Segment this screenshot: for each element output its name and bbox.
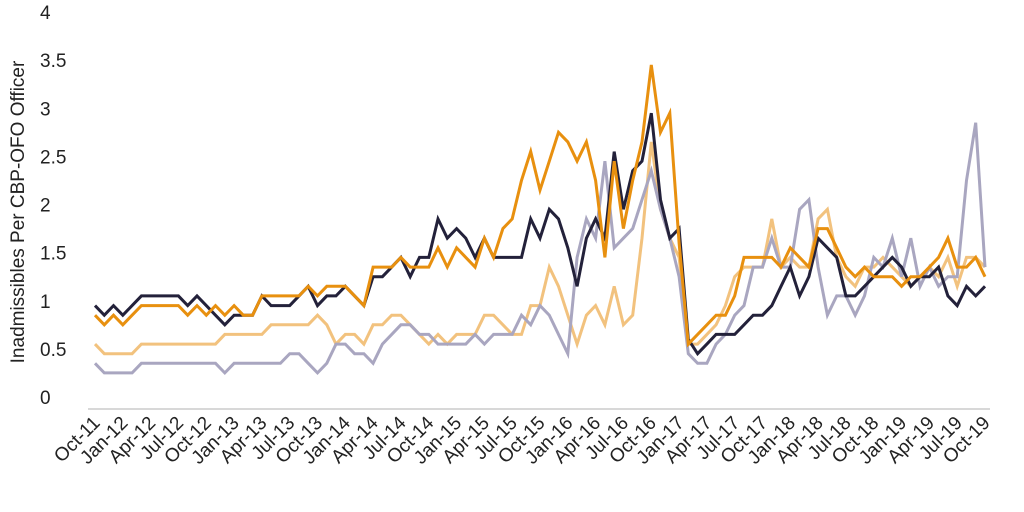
y-tick-label: 0.5: [40, 340, 66, 361]
series-line: [93, 122, 987, 376]
y-tick-label: 1.5: [40, 244, 66, 265]
y-tick-label: 3.5: [40, 51, 66, 72]
y-tick-label: 2: [40, 196, 51, 217]
y-tick-label: 3: [40, 99, 51, 120]
y-tick-label: 2.5: [40, 147, 66, 168]
y-tick-label: 4: [40, 3, 51, 24]
y-tick-label: 1: [40, 292, 51, 313]
y-tick-label: 0: [40, 388, 51, 409]
series-line: [93, 64, 987, 348]
y-axis-label: Inadmissibles Per CBP-OFO Officer: [8, 60, 29, 363]
series-line: [93, 112, 987, 357]
